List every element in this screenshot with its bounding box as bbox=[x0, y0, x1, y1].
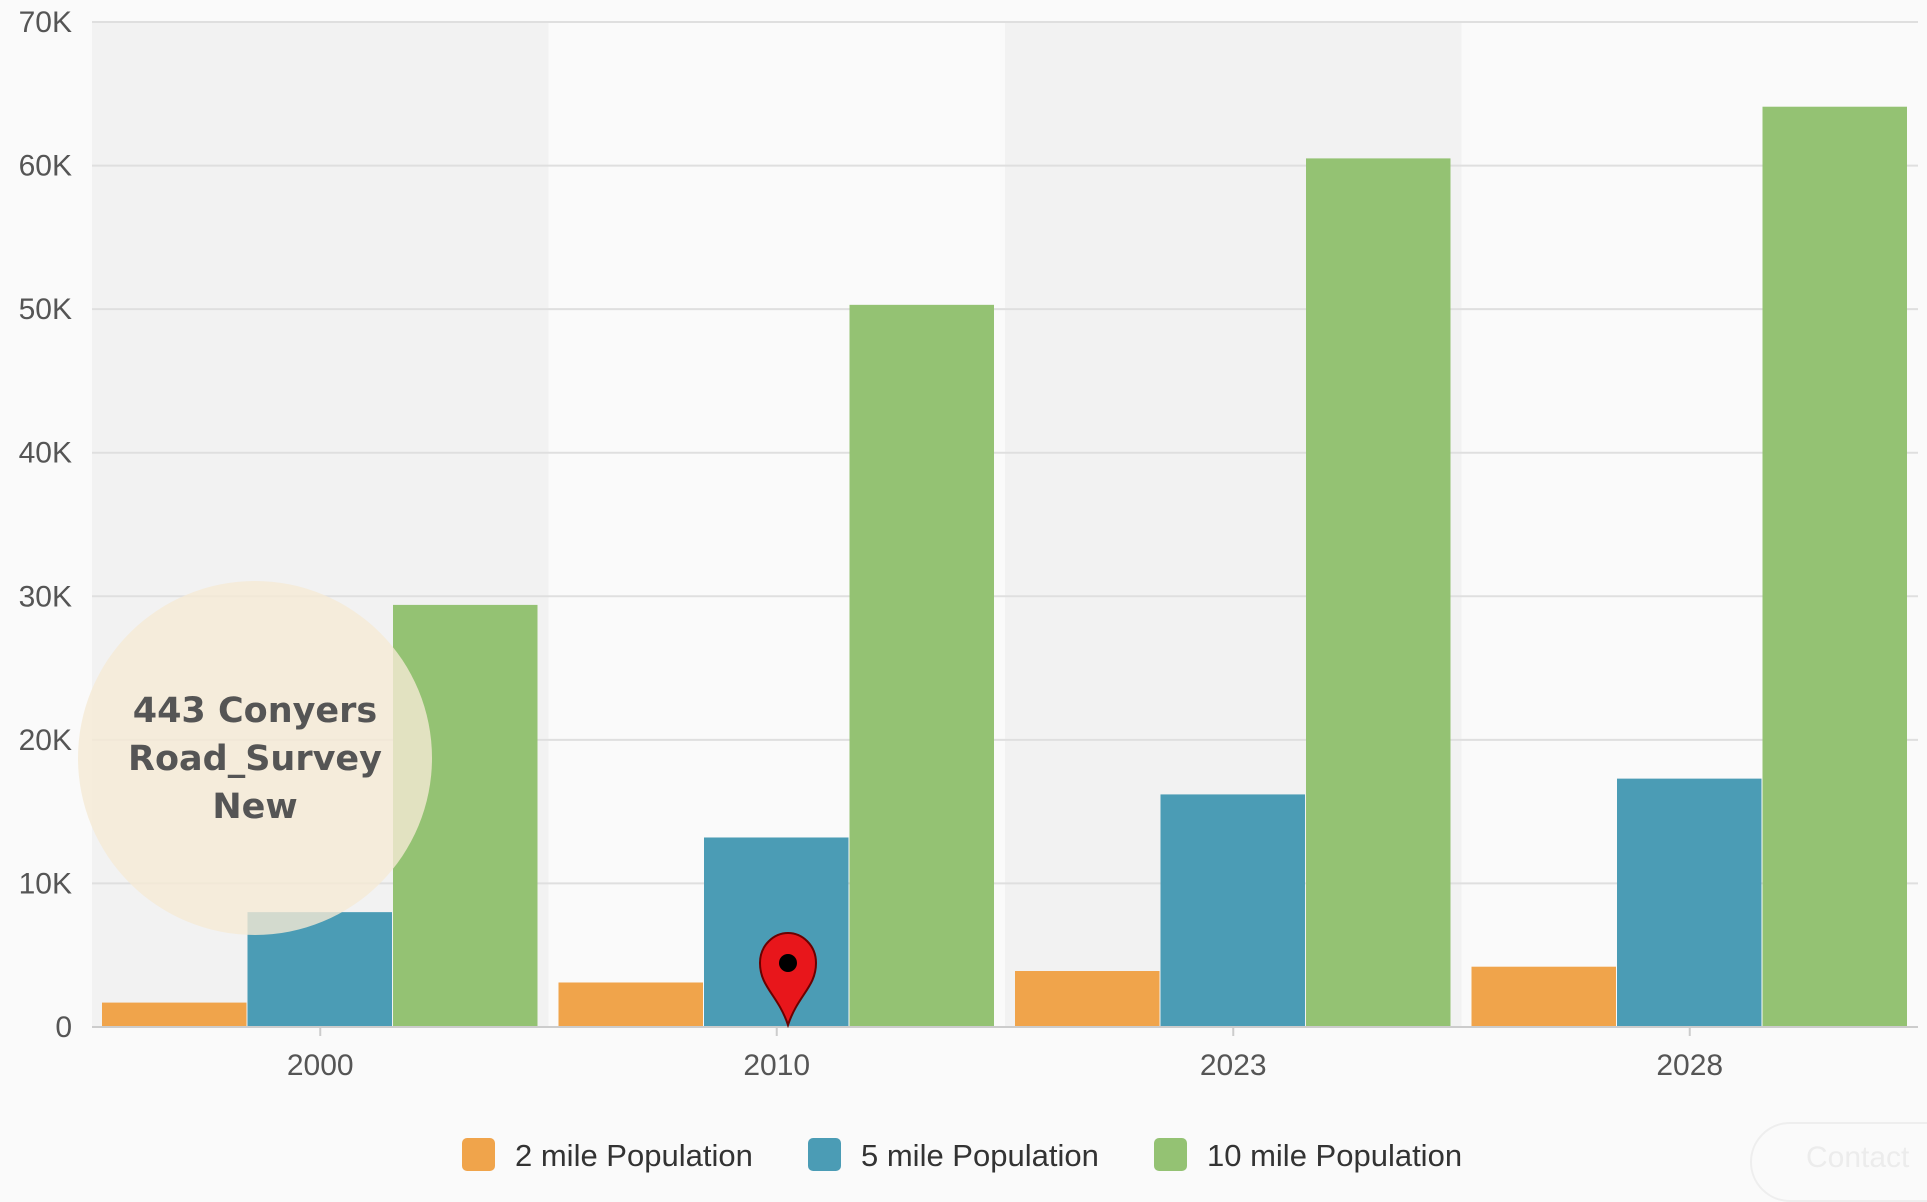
bar bbox=[558, 982, 703, 1027]
axes: 0 10K 20K 30K 40K 50K 60K 70K 2000 2010 2023 2028 bbox=[19, 6, 1918, 1082]
bar bbox=[1471, 966, 1616, 1027]
bar bbox=[1617, 778, 1762, 1027]
badge-line-1: 443 Conyers bbox=[133, 691, 378, 731]
bar bbox=[1762, 106, 1907, 1027]
x-tick-label: 2010 bbox=[743, 1049, 810, 1082]
badge-line-2: Road_Survey bbox=[128, 739, 382, 779]
badge-line-3: New bbox=[212, 787, 297, 827]
legend-swatch bbox=[1154, 1138, 1187, 1171]
bar bbox=[1160, 794, 1305, 1027]
bar bbox=[1306, 158, 1451, 1028]
legend-label: 10 mile Population bbox=[1207, 1138, 1462, 1173]
y-tick-label: 30K bbox=[19, 580, 72, 613]
y-tick-label: 40K bbox=[19, 437, 72, 470]
bar bbox=[849, 304, 994, 1028]
map-pin-icon[interactable] bbox=[758, 931, 818, 1029]
y-tick-label: 10K bbox=[19, 867, 72, 900]
bar bbox=[1015, 971, 1160, 1027]
bars bbox=[102, 106, 1907, 1028]
map-pin-shape bbox=[758, 931, 818, 1029]
y-tick-label: 0 bbox=[55, 1011, 72, 1044]
x-tick-label: 2000 bbox=[287, 1049, 354, 1082]
legend-label: 5 mile Population bbox=[861, 1138, 1099, 1173]
contact-button[interactable]: Contact bbox=[1750, 1122, 1927, 1202]
legend-swatch bbox=[462, 1138, 495, 1171]
y-tick-label: 60K bbox=[19, 150, 72, 183]
bar bbox=[102, 1002, 247, 1027]
address-badge-circle bbox=[78, 581, 432, 935]
y-tick-label: 20K bbox=[19, 724, 72, 757]
legend-label: 2 mile Population bbox=[515, 1138, 753, 1173]
legend: 2 mile Population 5 mile Population 10 mil… bbox=[462, 1138, 1462, 1173]
y-tick-label: 50K bbox=[19, 293, 72, 326]
population-bar-chart: 0 10K 20K 30K 40K 50K 60K 70K 2000 2010 2023 2028 2… bbox=[19, 6, 1918, 1173]
y-tick-label: 70K bbox=[19, 6, 72, 39]
x-tick-label: 2028 bbox=[1656, 1049, 1723, 1082]
legend-swatch bbox=[808, 1138, 841, 1171]
map-pin-dot bbox=[779, 954, 797, 972]
address-badge: 443 Conyers Road_Survey New bbox=[78, 581, 432, 935]
x-tick-label: 2023 bbox=[1200, 1049, 1267, 1082]
